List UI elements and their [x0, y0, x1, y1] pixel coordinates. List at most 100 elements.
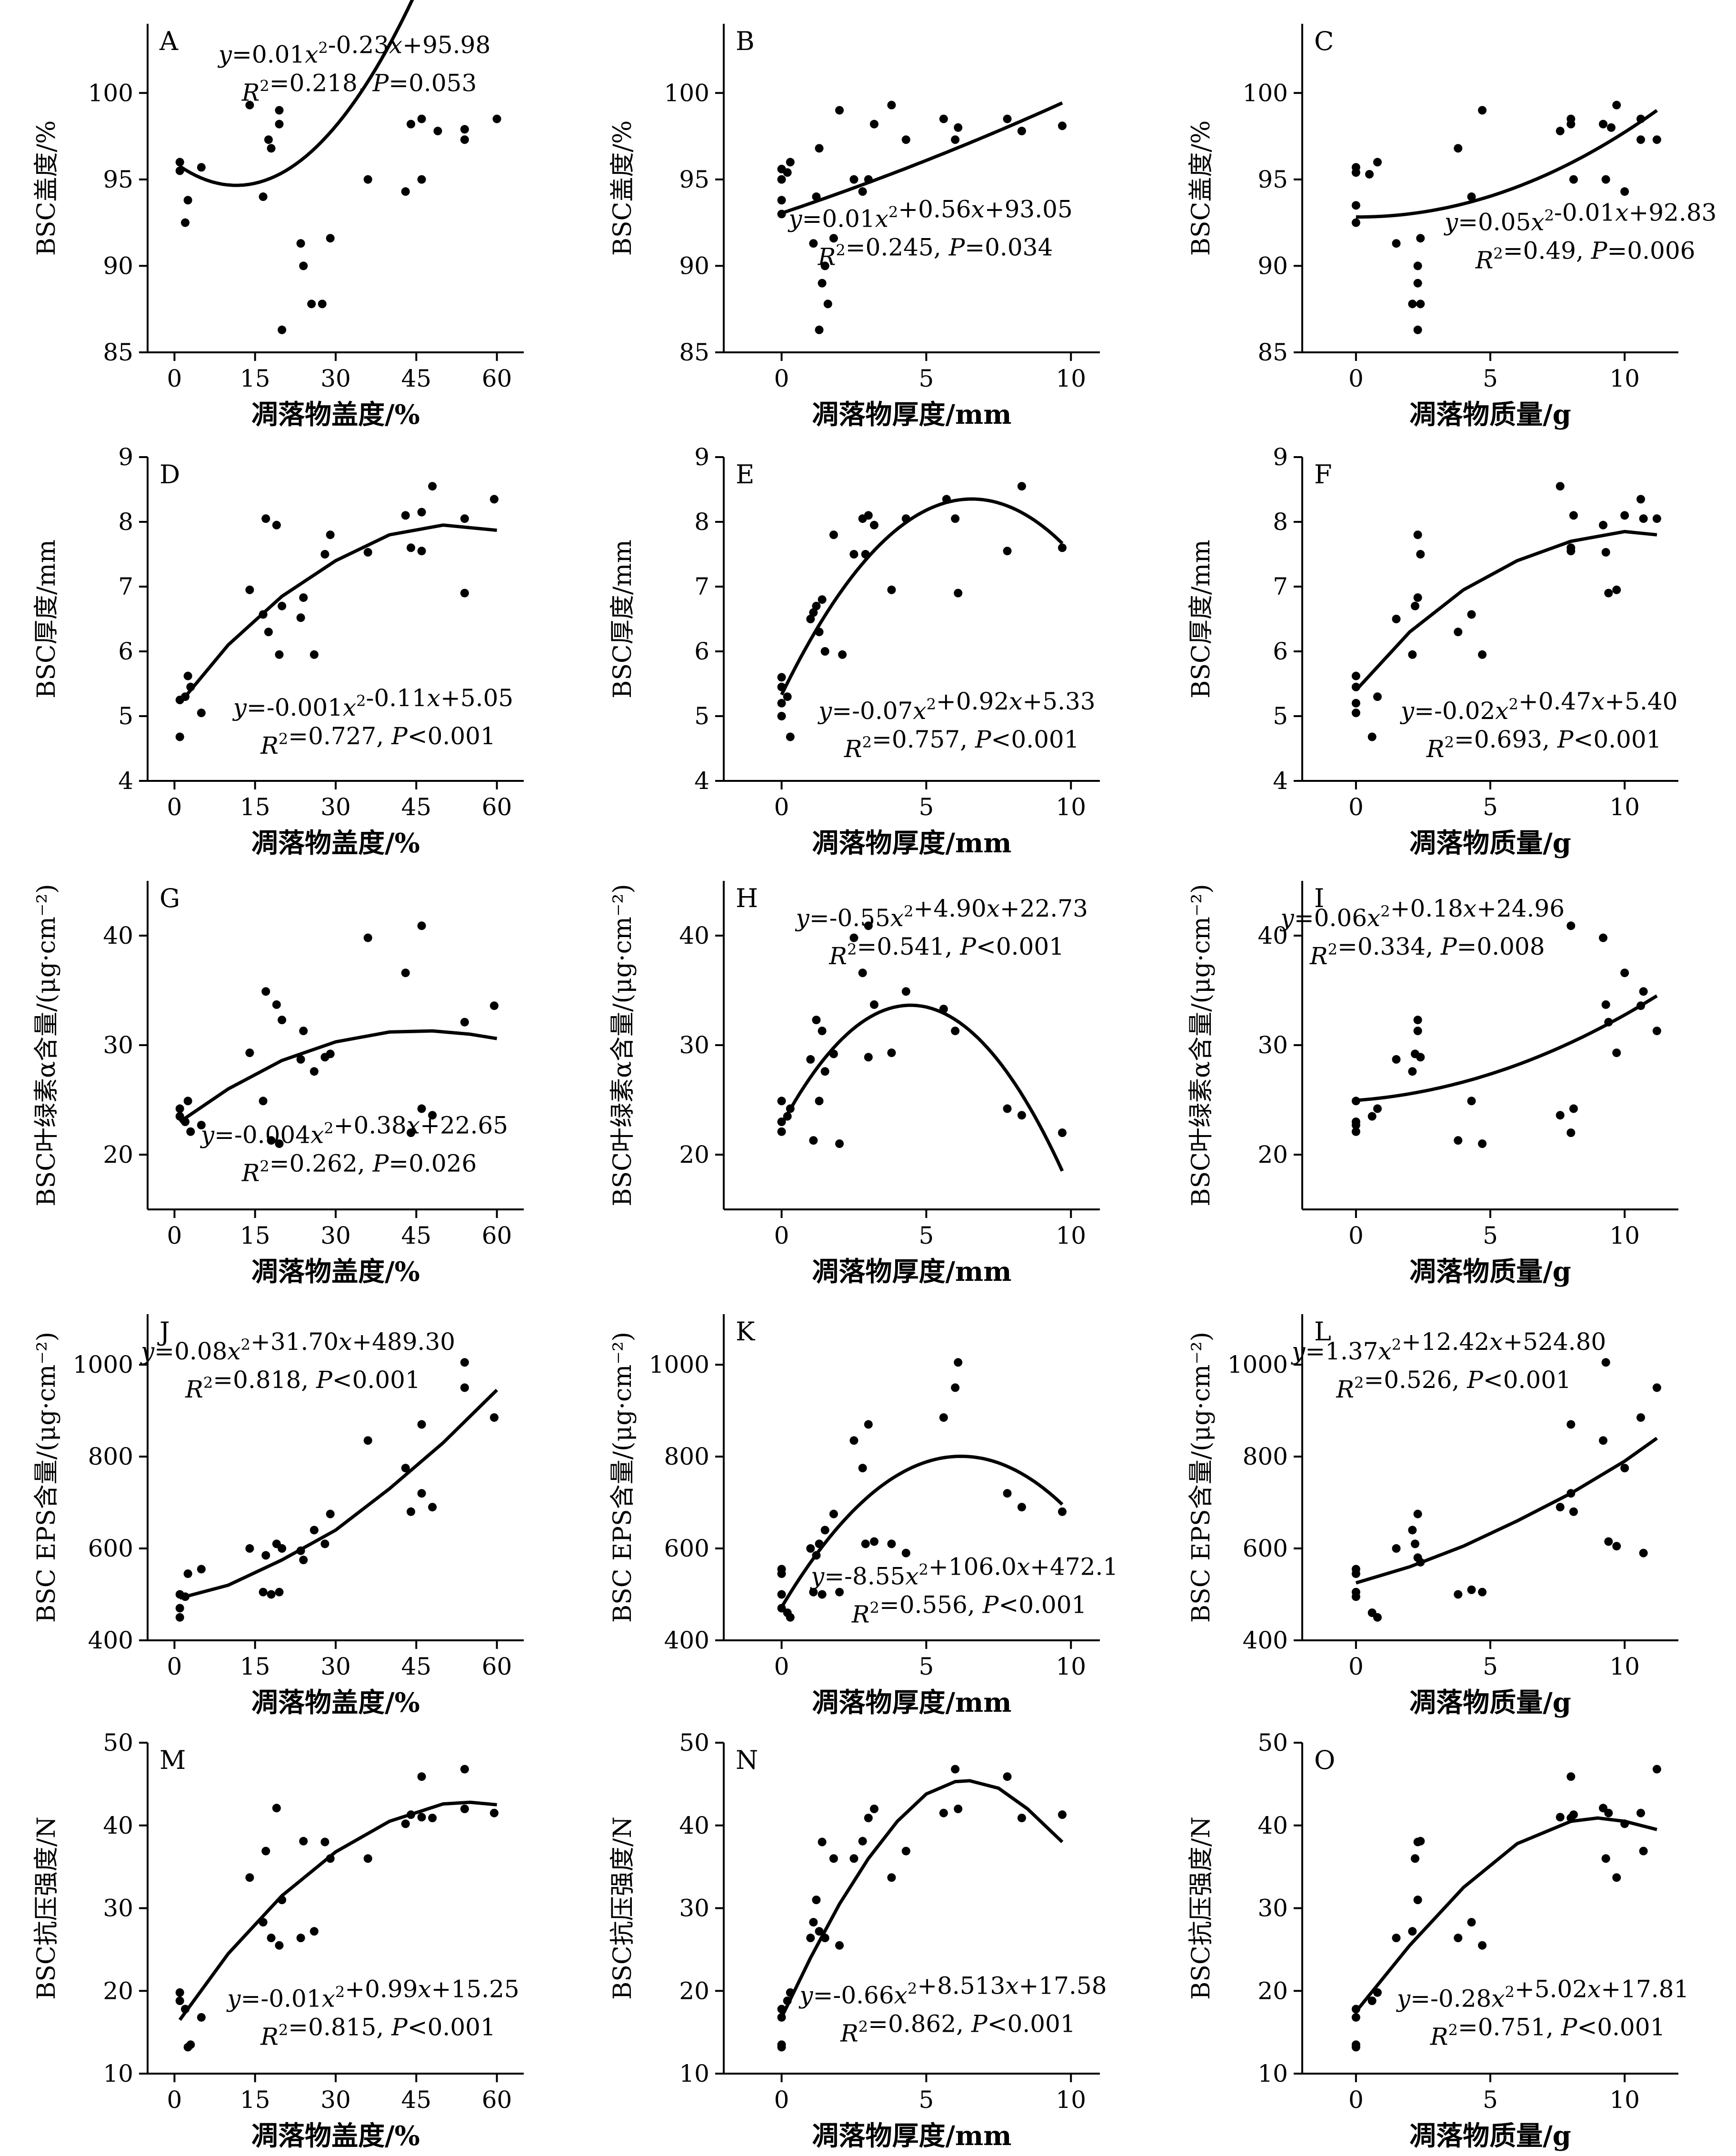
data-point — [363, 1436, 372, 1445]
fit-equation: y=-0.66x2+8.513x+17.58 — [798, 1972, 1107, 2009]
data-point — [806, 1934, 815, 1943]
data-point — [460, 1018, 469, 1027]
x-tick-label: 10 — [1056, 2086, 1086, 2114]
x-tick-label: 10 — [1056, 365, 1086, 392]
data-point — [275, 1941, 284, 1950]
data-point — [1467, 1097, 1476, 1106]
data-point — [1373, 1613, 1382, 1622]
fit-statistics: R2=0.693, P<0.001 — [1426, 726, 1662, 763]
x-tick-label: 0 — [1348, 2086, 1364, 2114]
data-point — [1478, 1139, 1487, 1148]
data-point — [433, 127, 442, 136]
data-point — [1652, 514, 1661, 523]
data-point — [1408, 650, 1417, 659]
data-point — [407, 1128, 415, 1137]
data-point — [815, 1539, 824, 1548]
fit-equation: y=0.01x2-0.23x+95.98 — [218, 31, 491, 68]
y-tick-label: 30 — [1257, 1895, 1288, 1922]
data-point — [1620, 511, 1629, 520]
data-point — [1599, 1436, 1607, 1445]
y-tick-label: 10 — [679, 2060, 709, 2087]
data-point — [460, 1358, 469, 1367]
x-tick-label: 10 — [1056, 1222, 1086, 1249]
panel-letter: I — [1314, 883, 1324, 913]
panel-F: 0 5 10 4 5 6 7 8 9 凋落物质量/g BSC厚度/mm Fy=-0.02x2+0.47… — [1187, 443, 1678, 859]
data-point — [272, 520, 281, 529]
fit-curve — [179, 0, 414, 187]
data-point — [183, 671, 192, 680]
data-point — [1652, 1027, 1661, 1036]
data-point — [870, 1805, 878, 1813]
data-point — [809, 1587, 818, 1597]
y-tick-label: 9 — [1273, 443, 1288, 471]
y-tick-label: 7 — [1273, 573, 1288, 600]
data-point — [1652, 1383, 1661, 1392]
data-point — [818, 1837, 827, 1847]
y-axis-label: BSC叶绿素α含量/(μg·cm⁻²) — [609, 884, 637, 1206]
data-point — [1467, 1585, 1476, 1594]
data-point — [1612, 585, 1621, 594]
data-point — [1566, 543, 1576, 552]
x-tick-label: 0 — [774, 1653, 789, 1680]
data-point — [492, 114, 501, 123]
y-tick-label: 400 — [88, 1627, 133, 1654]
y-tick-label: 50 — [1257, 1729, 1288, 1757]
x-tick-label: 5 — [1483, 793, 1498, 821]
panel-letter: B — [736, 26, 755, 56]
data-point — [864, 175, 873, 184]
x-tick-label: 30 — [320, 365, 351, 392]
data-point — [326, 530, 335, 539]
data-point — [460, 1765, 469, 1774]
data-point — [829, 1854, 838, 1863]
data-point — [181, 1592, 190, 1601]
fit-equation: y=-0.55x2+4.90x+22.73 — [795, 895, 1087, 932]
data-point — [1604, 1808, 1613, 1817]
data-point — [812, 1016, 821, 1025]
x-axis-label: 凋落物盖度/% — [251, 1256, 420, 1288]
data-point — [1413, 530, 1422, 539]
data-point — [175, 1604, 184, 1613]
data-point — [818, 1027, 827, 1036]
data-point — [278, 1016, 287, 1025]
data-point — [820, 1934, 829, 1943]
data-point — [363, 1854, 372, 1863]
data-point — [296, 1934, 305, 1943]
data-point — [901, 1847, 910, 1856]
y-tick-label: 5 — [1273, 702, 1288, 730]
y-tick-label: 1000 — [649, 1351, 709, 1378]
data-point — [1569, 1810, 1578, 1819]
fit-equation: y=0.01x2+0.56x+93.05 — [788, 195, 1073, 232]
data-point — [1416, 234, 1425, 243]
x-axis-label: 凋落物质量/g — [1409, 1256, 1571, 1288]
data-point — [1636, 1413, 1645, 1422]
y-tick-label: 4 — [118, 767, 133, 795]
data-point — [460, 1383, 469, 1392]
data-point — [401, 1464, 410, 1473]
data-point — [820, 647, 829, 656]
panel-letter: G — [160, 883, 180, 913]
data-point — [489, 1413, 499, 1422]
data-point — [861, 550, 870, 559]
data-point — [1392, 1544, 1401, 1553]
data-point — [175, 1988, 184, 1997]
y-tick-label: 800 — [88, 1443, 133, 1470]
data-point — [245, 1544, 254, 1553]
data-point — [296, 239, 305, 248]
data-point — [1003, 547, 1012, 556]
data-point — [1569, 175, 1578, 184]
x-tick-label: 0 — [774, 793, 789, 821]
data-point — [1392, 615, 1401, 623]
data-point — [183, 1097, 192, 1106]
x-tick-label: 30 — [320, 1653, 351, 1680]
x-axis-label: 凋落物盖度/% — [251, 2120, 420, 2152]
data-point — [1367, 1996, 1377, 2006]
fit-curve — [780, 497, 1064, 696]
data-point — [1478, 650, 1487, 659]
data-point — [1601, 1854, 1610, 1863]
data-point — [954, 589, 963, 598]
data-point — [1556, 127, 1565, 136]
data-point — [1566, 1420, 1576, 1429]
data-point — [870, 1537, 878, 1546]
data-point — [1351, 682, 1360, 691]
data-point — [1566, 114, 1576, 123]
